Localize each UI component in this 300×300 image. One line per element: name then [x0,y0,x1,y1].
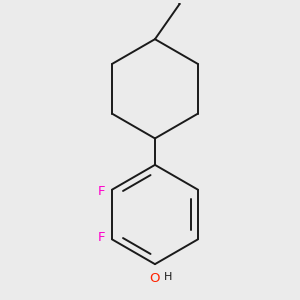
Text: H: H [164,272,172,282]
Text: F: F [98,231,105,244]
Text: F: F [98,185,105,198]
Text: O: O [150,272,160,285]
